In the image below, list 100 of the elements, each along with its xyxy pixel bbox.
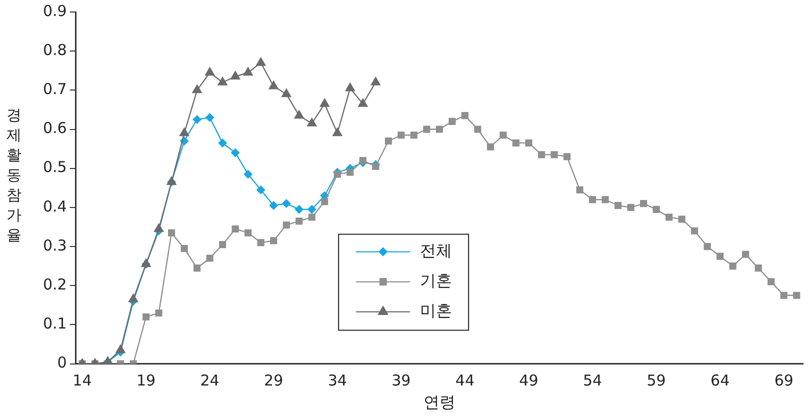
- point: [461, 112, 468, 120]
- point: [244, 170, 253, 179]
- point: [448, 118, 456, 125]
- x-tick-label: 64: [710, 372, 730, 390]
- y-tick-label: 0.3: [42, 236, 67, 254]
- point: [410, 132, 418, 139]
- point: [282, 199, 291, 208]
- point: [576, 186, 584, 194]
- point: [281, 88, 292, 98]
- point: [308, 214, 316, 221]
- x-tick-label: 19: [136, 372, 156, 390]
- point: [269, 200, 278, 210]
- point: [321, 198, 328, 206]
- point: [256, 185, 266, 194]
- point: [640, 200, 648, 208]
- point: [372, 162, 380, 170]
- point: [370, 76, 381, 86]
- y-tick-label: 0.5: [42, 158, 67, 176]
- point: [230, 70, 241, 80]
- point: [742, 250, 750, 258]
- point: [168, 229, 176, 236]
- point: [155, 309, 162, 317]
- x-tick-label: 44: [455, 372, 474, 390]
- point: [192, 114, 202, 124]
- point: [180, 244, 188, 252]
- point: [358, 98, 368, 107]
- point: [194, 264, 201, 272]
- point: [268, 80, 279, 90]
- point: [296, 218, 303, 225]
- point: [652, 206, 660, 213]
- point: [627, 204, 634, 211]
- point: [257, 239, 264, 246]
- y-tick-label: 0: [57, 354, 67, 372]
- x-tick-label: 69: [774, 372, 794, 390]
- point: [179, 127, 190, 136]
- point: [142, 313, 150, 320]
- point: [332, 127, 343, 136]
- x-tick-label: 34: [328, 372, 347, 390]
- point: [244, 229, 252, 236]
- x-tick-label: 49: [519, 372, 538, 390]
- legend-label: 기혼: [420, 270, 452, 290]
- point: [232, 225, 239, 232]
- y-tick-label: 0.7: [42, 80, 67, 98]
- point: [217, 76, 228, 86]
- point: [319, 98, 330, 107]
- legend-label: 미혼: [420, 300, 452, 320]
- point: [242, 66, 254, 76]
- point: [716, 252, 724, 260]
- point: [218, 138, 228, 148]
- point: [729, 262, 736, 270]
- x-tick-label: 14: [72, 372, 92, 390]
- point: [294, 110, 304, 119]
- y-tick-label: 0.4: [42, 197, 67, 216]
- point: [294, 204, 304, 214]
- point: [588, 196, 596, 204]
- point: [500, 132, 507, 139]
- point: [344, 82, 356, 92]
- y-tick-label: 0.6: [42, 119, 67, 138]
- point: [614, 202, 622, 210]
- point: [359, 157, 366, 164]
- x-tick-label: 59: [646, 372, 666, 390]
- point: [780, 292, 788, 299]
- point: [512, 139, 520, 146]
- point: [704, 243, 711, 250]
- y-tick-label: 0.9: [42, 2, 67, 20]
- point: [563, 153, 571, 160]
- point: [793, 292, 800, 299]
- point: [204, 66, 215, 76]
- point: [192, 84, 202, 94]
- point: [230, 148, 240, 158]
- y-axis-title: 경제활동참가율: [6, 105, 22, 245]
- x-tick-label: 54: [582, 372, 602, 390]
- point: [423, 126, 430, 133]
- point: [691, 227, 698, 234]
- point: [768, 278, 775, 286]
- x-tick-label: 24: [200, 372, 220, 390]
- y-tick-label: 0.2: [42, 276, 67, 294]
- point: [486, 143, 494, 150]
- point: [334, 170, 341, 178]
- point: [306, 117, 318, 126]
- point: [754, 264, 762, 272]
- point: [219, 241, 226, 248]
- x-tick-label: 29: [264, 372, 284, 390]
- point: [307, 204, 316, 214]
- point: [666, 214, 673, 221]
- point: [346, 168, 354, 176]
- point: [538, 151, 546, 158]
- point: [384, 137, 392, 145]
- point: [602, 196, 609, 204]
- point: [270, 237, 278, 244]
- x-axis-title: 연령: [423, 392, 456, 412]
- y-tick-label: 0.1: [42, 314, 67, 333]
- point: [525, 139, 532, 146]
- point: [436, 126, 443, 133]
- y-tick-label: 0.8: [42, 40, 67, 59]
- point: [398, 132, 405, 139]
- point: [205, 113, 214, 122]
- point: [206, 254, 214, 262]
- point: [256, 56, 266, 66]
- point: [282, 222, 290, 229]
